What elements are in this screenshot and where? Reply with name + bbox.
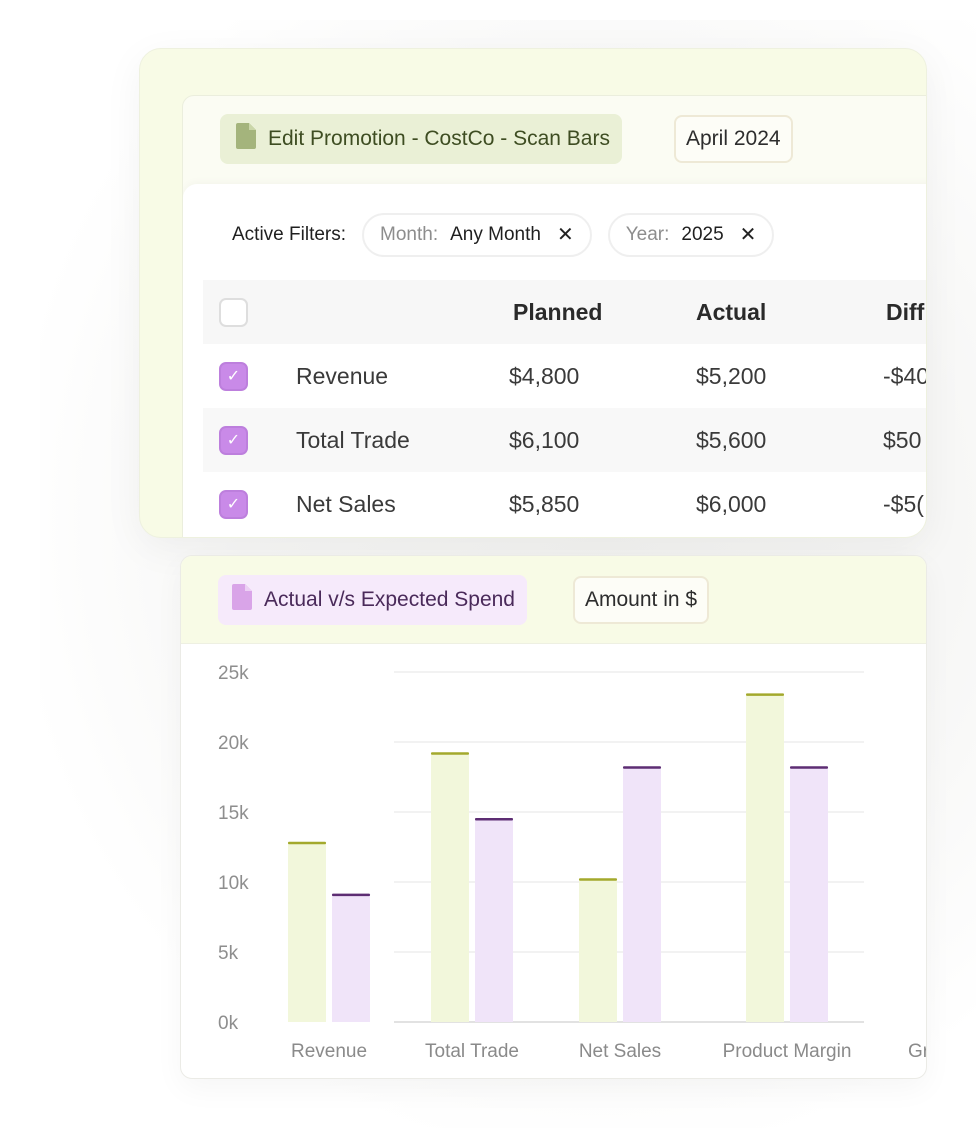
- y-tick-label: 15k: [218, 803, 249, 824]
- bar-top-line: [475, 818, 513, 821]
- row-diff: -$5(: [883, 490, 924, 517]
- date-chip[interactable]: April 2024: [674, 115, 793, 163]
- bar: [288, 842, 326, 1022]
- close-icon[interactable]: ✕: [556, 224, 574, 246]
- close-icon[interactable]: ✕: [739, 224, 757, 246]
- row-planned: $6,100: [509, 426, 580, 453]
- bar: [746, 694, 784, 1022]
- bar: [790, 767, 828, 1022]
- row-diff: -$40: [883, 362, 927, 389]
- x-tick-label: Total Trade: [425, 1041, 519, 1062]
- bar-top-line: [579, 878, 617, 881]
- bar-top-line: [332, 893, 370, 897]
- spend-chart-panel: Actual v/s Expected Spend Amount in $ 0k…: [180, 555, 927, 1079]
- x-tick-label: Revenue: [291, 1041, 367, 1062]
- promotion-card: Edit Promotion - CostCo - Scan Bars Apri…: [182, 95, 927, 537]
- bar-top-line: [431, 752, 469, 755]
- row-checkbox[interactable]: ✓: [219, 426, 248, 455]
- row-actual: $5,600: [696, 426, 767, 453]
- x-tick-label: Product Margin: [723, 1041, 852, 1062]
- bar: [431, 753, 469, 1022]
- table-header-row: Planned Actual Diff: [203, 280, 926, 344]
- column-header-diff[interactable]: Diff: [886, 298, 925, 325]
- y-tick-label: 10k: [218, 873, 249, 894]
- promotion-header: Edit Promotion - CostCo - Scan Bars Apri…: [183, 96, 926, 184]
- bar: [332, 894, 370, 1022]
- unit-chip[interactable]: Amount in $: [573, 576, 710, 624]
- filter-value: 2025: [681, 224, 724, 245]
- row-checkbox[interactable]: ✓: [219, 362, 248, 391]
- select-all-checkbox[interactable]: [219, 298, 248, 327]
- row-planned: $5,850: [509, 490, 580, 517]
- table-row[interactable]: ✓ Revenue $4,800 $5,200 -$40: [203, 344, 927, 408]
- row-actual: $5,200: [696, 362, 767, 389]
- bar-top-line: [790, 766, 828, 769]
- promotion-title-chip[interactable]: Edit Promotion - CostCo - Scan Bars: [220, 114, 622, 164]
- bar-chart: 0k 5k 10k 15k 20k 25k Revenue Total Trade Net Sa…: [218, 663, 927, 1062]
- bar: [475, 819, 513, 1022]
- row-name: Net Sales: [296, 490, 396, 517]
- y-tick-label: 25k: [218, 663, 249, 684]
- y-tick-label: 20k: [218, 733, 249, 754]
- x-tick-label: Gr: [908, 1041, 927, 1062]
- active-filters: Active Filters: Month: Any Month ✕ Year:…: [232, 213, 790, 257]
- chart-title: Actual v/s Expected Spend: [264, 588, 515, 611]
- filter-key: Month:: [380, 224, 439, 245]
- row-name: Revenue: [296, 362, 389, 389]
- metrics-table: Planned Actual Diff ✓ Revenue $4,800 $5,…: [203, 280, 927, 536]
- bar: [623, 767, 661, 1022]
- column-header-planned[interactable]: Planned: [513, 298, 603, 325]
- row-checkbox[interactable]: ✓: [219, 490, 248, 519]
- promotion-title: Edit Promotion - CostCo - Scan Bars: [268, 127, 610, 150]
- y-tick-label: 0k: [218, 1013, 239, 1034]
- bar-top-line: [288, 841, 326, 845]
- bar-top-line: [623, 766, 661, 769]
- promotion-panel: Edit Promotion - CostCo - Scan Bars Apri…: [139, 48, 927, 538]
- x-tick-label: Net Sales: [579, 1041, 661, 1062]
- filters-label: Active Filters:: [232, 224, 347, 245]
- bar-top-line: [746, 693, 784, 696]
- row-diff: $50: [883, 426, 922, 453]
- table-row[interactable]: ✓ Net Sales $5,850 $6,000 -$5(: [203, 472, 926, 536]
- chart-title-chip[interactable]: Actual v/s Expected Spend: [218, 575, 527, 625]
- row-name: Total Trade: [296, 426, 410, 453]
- table-row[interactable]: ✓ Total Trade $6,100 $5,600 $50: [203, 408, 926, 472]
- document-icon: [232, 584, 252, 616]
- filter-key: Year:: [625, 224, 670, 245]
- filter-pill-month[interactable]: Month: Any Month ✕: [362, 213, 592, 257]
- chart-header: Actual v/s Expected Spend Amount in $: [181, 556, 926, 644]
- y-tick-label: 5k: [218, 943, 239, 964]
- bar: [579, 879, 617, 1022]
- promotion-body: Active Filters: Month: Any Month ✕ Year:…: [183, 184, 927, 537]
- filter-value: Any Month: [450, 224, 541, 245]
- column-header-actual[interactable]: Actual: [696, 298, 767, 325]
- document-icon: [236, 123, 256, 155]
- row-actual: $6,000: [696, 490, 767, 517]
- filter-pill-year[interactable]: Year: 2025 ✕: [607, 213, 775, 257]
- row-planned: $4,800: [509, 362, 580, 389]
